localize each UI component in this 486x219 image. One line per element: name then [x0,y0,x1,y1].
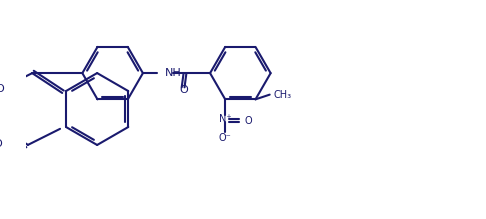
Text: NH: NH [165,68,181,78]
Text: O: O [244,116,252,126]
Text: O: O [0,139,2,149]
Text: CH₃: CH₃ [274,90,292,100]
Text: O: O [0,84,4,94]
Text: O: O [179,85,188,95]
Text: N⁺: N⁺ [219,114,231,124]
Text: O⁻: O⁻ [219,133,232,143]
